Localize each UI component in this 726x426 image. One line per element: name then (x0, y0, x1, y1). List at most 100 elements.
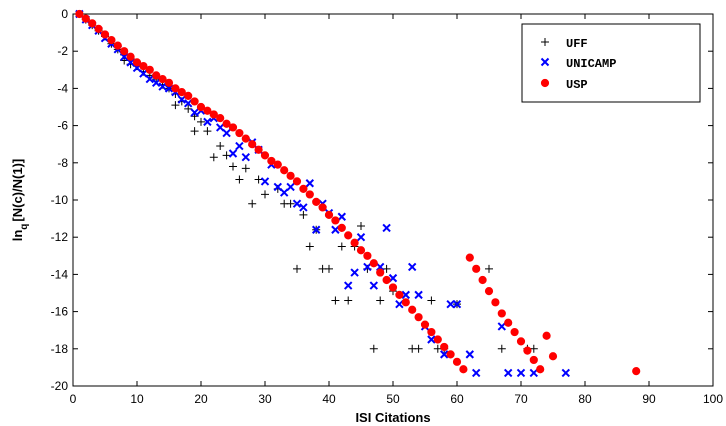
data-point-uff (229, 162, 237, 171)
data-point-usp (81, 14, 90, 23)
data-point-usp (523, 346, 532, 355)
data-point-usp (369, 259, 378, 268)
data-point-usp (132, 58, 142, 67)
data-point-usp (171, 84, 180, 93)
data-point-uff (331, 296, 340, 305)
data-point-usp (228, 123, 238, 132)
data-point-usp (446, 350, 455, 359)
data-point-usp (164, 78, 174, 87)
data-point-uff (203, 127, 212, 136)
data-point-uff (382, 264, 391, 273)
x-tick-labels: 0 10 20 30 40 50 60 70 80 90 100 (70, 392, 724, 406)
y-tick-label: -20 (51, 379, 69, 393)
data-point-unicamp (286, 182, 295, 192)
data-point-usp (203, 106, 212, 115)
data-point-usp (241, 134, 250, 143)
data-point-usp (510, 327, 519, 337)
data-point-usp (356, 246, 366, 255)
data-point-usp (497, 309, 506, 318)
data-point-usp (529, 355, 538, 365)
data-point-uff (293, 264, 301, 273)
x-tick-label: 70 (514, 392, 528, 406)
y-axis-title-subscript: q (19, 224, 30, 230)
data-point-usp (75, 9, 84, 19)
data-point-uff (325, 264, 333, 273)
data-point-unicamp (279, 188, 289, 197)
data-point-unicamp (299, 203, 308, 212)
data-point-usp (196, 102, 206, 112)
data-point-unicamp (465, 350, 475, 359)
data-point-unicamp (356, 232, 366, 242)
data-point-usp (126, 52, 135, 61)
data-point-usp (299, 184, 308, 193)
axis-ticks (72, 13, 714, 387)
data-point-usp (273, 160, 282, 169)
data-point-usp (324, 210, 334, 219)
y-tick-label: -6 (57, 119, 68, 133)
data-point-unicamp (145, 74, 155, 84)
data-point-uff (197, 117, 205, 126)
data-point-unicamp (363, 262, 372, 272)
data-point-usp (280, 166, 289, 175)
data-point-uff (485, 264, 493, 273)
data-point-usp (248, 140, 257, 149)
data-point-usp (267, 156, 276, 166)
data-point-uff (184, 104, 193, 113)
data-point-usp (158, 75, 167, 84)
y-tick-label: -18 (51, 342, 69, 356)
data-point-unicamp (497, 322, 507, 331)
data-point-uff (427, 296, 436, 305)
x-tick-label: 0 (70, 392, 77, 406)
x-tick-label: 20 (194, 392, 208, 406)
data-point-unicamp (260, 177, 270, 186)
legend-label-unicamp: UNICAMP (566, 57, 616, 71)
data-point-uff (171, 101, 180, 110)
data-point-unicamp (190, 108, 199, 117)
legend-marker-usp (540, 78, 550, 88)
data-point-usp (548, 352, 558, 361)
data-point-uff (216, 142, 225, 151)
data-point-unicamp (203, 117, 212, 127)
data-point-usp (139, 61, 148, 71)
data-point-uff (248, 199, 257, 208)
data-point-usp (491, 298, 500, 307)
data-point-unicamp (503, 368, 513, 378)
y-tick-label: -14 (51, 267, 69, 281)
data-point-usp (184, 91, 193, 100)
data-point-unicamp (369, 281, 379, 290)
legend-label-uff: UFF (566, 37, 588, 51)
y-tick-labels: 0 -2 -4 -6 -8 -10 -12 -14 -16 -18 -20 (51, 7, 69, 393)
data-point-unicamp (401, 290, 411, 300)
data-point-unicamp (235, 141, 244, 151)
data-point-unicamp (139, 69, 148, 78)
y-tick-label: 0 (61, 7, 68, 21)
x-tick-label: 100 (703, 392, 723, 406)
data-point-usp (222, 119, 231, 128)
data-point-uff (529, 344, 538, 353)
data-point-usp (440, 342, 449, 352)
data-point-unicamp (241, 153, 251, 162)
x-tick-label: 10 (130, 392, 144, 406)
data-point-usp (337, 223, 346, 232)
data-point-usp (209, 110, 218, 119)
data-point-uff (190, 127, 199, 136)
data-point-unicamp (311, 225, 321, 234)
y-axis-title-ln: ln (10, 230, 25, 242)
data-point-usp (152, 71, 161, 80)
legend-box (521, 23, 701, 103)
data-point-usp (107, 35, 116, 45)
data-point-uff (344, 296, 353, 305)
y-tick-label: -4 (57, 81, 68, 95)
data-point-unicamp (215, 123, 225, 132)
data-point-uff (261, 190, 269, 199)
data-point-usp (472, 264, 481, 273)
data-point-usp (504, 318, 513, 327)
data-point-uff (254, 175, 263, 184)
data-point-usp (350, 238, 359, 247)
data-point-uff (414, 344, 423, 353)
data-point-usp (344, 231, 353, 240)
y-tick-label: -16 (51, 305, 69, 319)
data-point-unicamp (382, 223, 391, 233)
data-point-usp (388, 283, 398, 292)
